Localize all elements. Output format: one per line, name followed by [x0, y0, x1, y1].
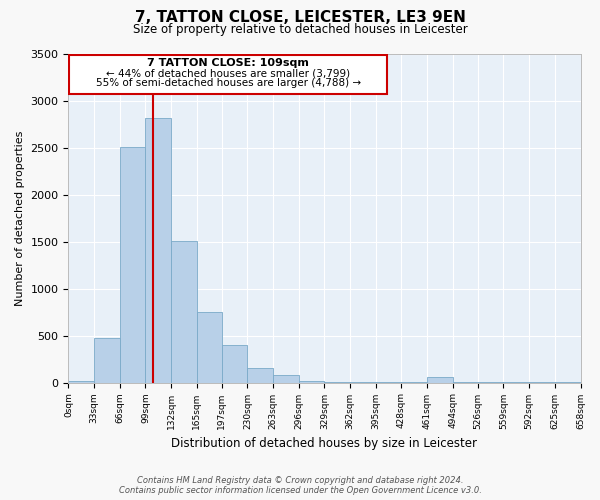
Bar [247, 368, 273, 382]
Bar [197, 312, 222, 382]
Bar [68, 380, 94, 382]
Bar [145, 118, 171, 382]
Text: 7, TATTON CLOSE, LEICESTER, LE3 9EN: 7, TATTON CLOSE, LEICESTER, LE3 9EN [134, 10, 466, 25]
Text: Size of property relative to detached houses in Leicester: Size of property relative to detached ho… [133, 22, 467, 36]
Bar [299, 380, 325, 382]
Bar [171, 241, 197, 382]
X-axis label: Distribution of detached houses by size in Leicester: Distribution of detached houses by size … [172, 437, 478, 450]
Bar [222, 345, 247, 383]
Bar [273, 375, 299, 382]
Text: ← 44% of detached houses are smaller (3,799): ← 44% of detached houses are smaller (3,… [106, 68, 350, 78]
Text: 7 TATTON CLOSE: 109sqm: 7 TATTON CLOSE: 109sqm [148, 58, 309, 68]
Text: 55% of semi-detached houses are larger (4,788) →: 55% of semi-detached houses are larger (… [96, 78, 361, 88]
FancyBboxPatch shape [69, 55, 388, 94]
Bar [120, 147, 145, 382]
Bar [94, 338, 120, 382]
Bar [427, 377, 453, 382]
Y-axis label: Number of detached properties: Number of detached properties [15, 130, 25, 306]
Text: Contains HM Land Registry data © Crown copyright and database right 2024.
Contai: Contains HM Land Registry data © Crown c… [119, 476, 481, 495]
